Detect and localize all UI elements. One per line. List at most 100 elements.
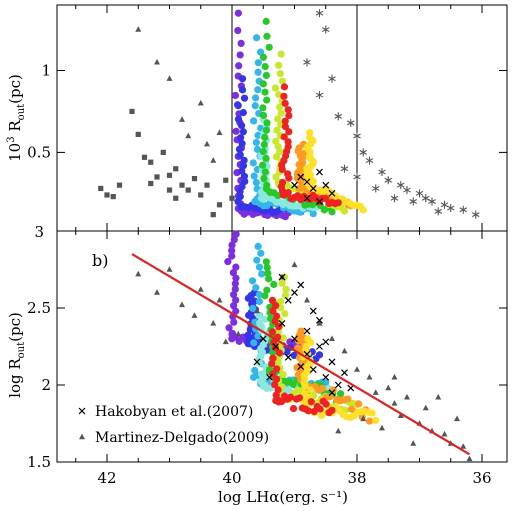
track-point bbox=[261, 133, 269, 142]
track-point bbox=[315, 351, 324, 359]
data-point bbox=[191, 175, 198, 182]
data-point bbox=[216, 202, 223, 208]
data-point bbox=[204, 182, 210, 188]
data-point bbox=[466, 455, 473, 462]
data-point bbox=[391, 373, 398, 380]
track-point bbox=[238, 139, 246, 148]
track-point bbox=[259, 111, 268, 120]
legend-label: Hakobyan et al.(2007) bbox=[95, 404, 253, 420]
data-point bbox=[421, 194, 430, 203]
track-point bbox=[263, 32, 271, 40]
track-point bbox=[264, 269, 272, 277]
track-point bbox=[235, 62, 243, 70]
data-point bbox=[179, 301, 185, 308]
track-point bbox=[295, 394, 304, 402]
track-point bbox=[278, 77, 287, 85]
data-point bbox=[141, 154, 148, 160]
track-point bbox=[285, 128, 293, 136]
data-point bbox=[316, 343, 323, 350]
track-point bbox=[237, 121, 246, 130]
track-point bbox=[253, 145, 262, 153]
track-point bbox=[290, 351, 298, 360]
track-point bbox=[261, 292, 269, 300]
track-point bbox=[259, 80, 267, 88]
track-point bbox=[281, 122, 290, 131]
track-point bbox=[230, 235, 238, 244]
track-point bbox=[249, 117, 258, 125]
track-point bbox=[254, 242, 262, 250]
track-point bbox=[278, 279, 286, 287]
data-point bbox=[340, 164, 349, 173]
track-point bbox=[254, 86, 262, 94]
data-point bbox=[197, 286, 204, 292]
track-point bbox=[277, 297, 285, 306]
data-point bbox=[390, 194, 399, 203]
data-point bbox=[304, 296, 310, 303]
track-point bbox=[237, 134, 245, 142]
panel-label-b: b) bbox=[92, 251, 108, 270]
track-point bbox=[301, 382, 309, 390]
track-point bbox=[250, 339, 258, 347]
track-point bbox=[263, 96, 271, 104]
data-point bbox=[166, 172, 173, 178]
data-point bbox=[322, 181, 330, 189]
data-point bbox=[322, 373, 330, 381]
data-point bbox=[179, 116, 185, 122]
track-point bbox=[232, 263, 240, 271]
data-point bbox=[272, 343, 280, 350]
track-point bbox=[309, 210, 317, 218]
track-point bbox=[276, 70, 284, 78]
data-point bbox=[459, 205, 468, 214]
data-point bbox=[353, 172, 361, 181]
data-point bbox=[173, 195, 179, 201]
track-point bbox=[232, 274, 240, 282]
data-point bbox=[403, 186, 411, 195]
track-point bbox=[249, 159, 257, 167]
data-point bbox=[210, 212, 216, 218]
track-point bbox=[254, 59, 262, 67]
data-point bbox=[328, 389, 336, 397]
data-point bbox=[278, 273, 286, 281]
track-point bbox=[279, 334, 287, 342]
track-point bbox=[282, 285, 290, 293]
data-point bbox=[154, 58, 160, 65]
data-point bbox=[359, 148, 368, 157]
track-point bbox=[262, 258, 270, 266]
track-point bbox=[285, 174, 293, 182]
track-point bbox=[268, 296, 277, 304]
track-point bbox=[318, 384, 327, 392]
data-point bbox=[435, 393, 442, 400]
data-point bbox=[210, 157, 217, 163]
track-point bbox=[230, 291, 238, 299]
data-point bbox=[179, 182, 185, 188]
data-point bbox=[266, 373, 273, 381]
track-point bbox=[230, 302, 238, 310]
plot-frame bbox=[56, 230, 508, 463]
track-point bbox=[289, 404, 298, 413]
track-point bbox=[236, 151, 244, 159]
data-point bbox=[372, 389, 379, 395]
data-point bbox=[173, 166, 179, 172]
y-tick-label: 0.5 bbox=[27, 143, 51, 161]
data-point bbox=[222, 338, 229, 345]
data-point bbox=[334, 381, 342, 389]
data-point bbox=[460, 443, 467, 449]
track-point bbox=[240, 94, 249, 102]
track-point bbox=[276, 103, 284, 111]
track-point bbox=[231, 280, 239, 288]
track-point bbox=[263, 286, 271, 294]
data-point bbox=[404, 393, 410, 400]
track-point bbox=[278, 165, 286, 174]
data-point bbox=[135, 131, 141, 137]
track-point bbox=[232, 127, 240, 135]
track-point bbox=[250, 172, 258, 180]
track-point bbox=[336, 390, 345, 398]
data-point bbox=[297, 173, 305, 181]
data-point bbox=[434, 207, 443, 216]
data-point bbox=[135, 26, 142, 32]
data-point bbox=[321, 25, 330, 34]
data-point bbox=[379, 424, 385, 431]
data-point bbox=[166, 187, 173, 193]
track-point bbox=[251, 102, 259, 110]
